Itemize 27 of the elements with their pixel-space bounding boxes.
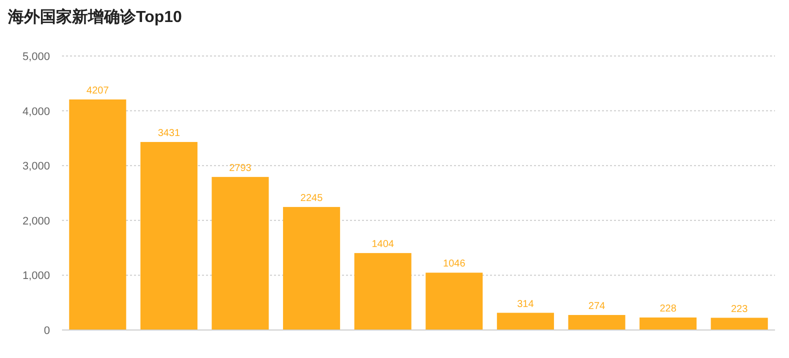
chart-title: 海外国家新增确诊Top10 [7, 7, 182, 26]
y-tick-label: 0 [44, 325, 50, 337]
bar [426, 272, 483, 330]
data-label: 228 [660, 304, 677, 315]
bar [283, 206, 340, 330]
data-label: 1404 [372, 239, 394, 250]
bar [496, 312, 554, 330]
bar [212, 176, 269, 330]
data-label: 3431 [158, 128, 181, 139]
y-tick-label: 1,000 [22, 270, 50, 282]
bar [568, 314, 626, 330]
bar [640, 318, 697, 330]
bar [354, 253, 412, 330]
data-label: 4207 [86, 85, 110, 96]
y-tick-label: 2,000 [22, 215, 50, 228]
data-label: 223 [731, 304, 748, 315]
data-label: 2793 [229, 162, 252, 174]
y-tick-label: 3,000 [22, 160, 50, 173]
data-label: 314 [517, 298, 534, 310]
data-label: 2245 [300, 192, 324, 204]
bar [69, 99, 126, 330]
bar [140, 142, 198, 330]
data-label: 274 [588, 300, 606, 312]
y-tick-label: 5,000 [22, 51, 50, 63]
data-label: 1046 [443, 258, 466, 270]
y-tick-label: 4,000 [22, 106, 50, 118]
bar [710, 318, 768, 330]
